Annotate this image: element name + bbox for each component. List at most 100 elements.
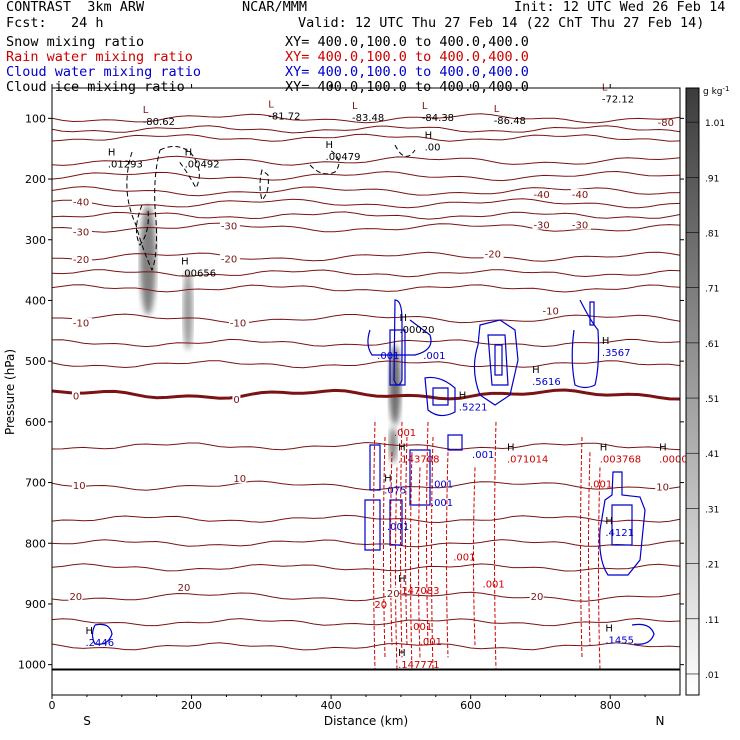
field-xy-cloud-water: XY= 400.0,100.0 to 400.0,400.0 bbox=[285, 64, 529, 80]
cloud-water-contour-5 bbox=[494, 344, 503, 376]
rain-contour-14 bbox=[588, 452, 591, 646]
rain-contour-11 bbox=[473, 467, 476, 646]
cloud-water-contour-15 bbox=[599, 471, 646, 576]
cloud-ice-max-marker-0: H bbox=[399, 313, 407, 324]
rain-max-value-11: .147771 bbox=[398, 660, 439, 671]
cloud-water-contour-0 bbox=[389, 329, 406, 386]
rain-contour-0 bbox=[373, 421, 376, 670]
temperature-label-4: -30 bbox=[221, 222, 237, 233]
cloud-water-max-marker-3: H bbox=[602, 336, 610, 347]
y-tick-label-3: 400 bbox=[25, 294, 46, 307]
forecast-hour: Fcst: 24 h bbox=[6, 15, 104, 31]
rain-max-value-5: .001 bbox=[590, 480, 612, 491]
temperature-label-16: 10 bbox=[233, 474, 246, 485]
cloud-water-contour-10 bbox=[369, 444, 381, 491]
colorbar: g kg-1 .01 .11 .21 .31 .41 .51 .61 .71 .81 .91 1.0… bbox=[685, 85, 729, 696]
colorbar-unit: g kg-1 bbox=[703, 85, 729, 97]
temperature-label-18: 20 bbox=[69, 592, 82, 603]
colorbar-gradient bbox=[685, 87, 700, 696]
temperature-label-bg-1 bbox=[532, 189, 553, 200]
y-tick-label-7: 800 bbox=[25, 537, 46, 550]
temperature-min-marker-0: L bbox=[143, 105, 149, 116]
snow-max-marker-0: H bbox=[108, 148, 116, 159]
colorbar-tick-label-3: .31 bbox=[705, 505, 719, 515]
rain-contours bbox=[373, 421, 601, 670]
temperature-label-bg-10 bbox=[71, 317, 92, 328]
snow-contours bbox=[126, 144, 416, 272]
temperature-contour--60 bbox=[51, 170, 681, 182]
rain-max-marker-11: H bbox=[398, 648, 406, 659]
snow-contour-4 bbox=[394, 144, 416, 157]
rain-max-value-7: .001 bbox=[483, 580, 505, 591]
cloud-water-contour-2 bbox=[367, 319, 432, 356]
temperature-label-5: -30 bbox=[533, 220, 549, 231]
colorbar-tick-label-4: .41 bbox=[705, 450, 719, 460]
field-xy-rain: XY= 400.0,100.0 to 400.0,400.0 bbox=[285, 49, 529, 65]
cloud-water-contour-16 bbox=[611, 504, 633, 546]
y-axis-label: Pressure (hPa) bbox=[3, 349, 17, 435]
rain-contour-9 bbox=[431, 436, 434, 670]
y-tick-label-5: 600 bbox=[25, 416, 46, 429]
colorbar-tick-label-1: .11 bbox=[705, 616, 719, 626]
temperature-contour--40 bbox=[51, 198, 681, 209]
temperature-label-bg-21 bbox=[529, 590, 544, 601]
model-title: CONTRAST 3km ARW bbox=[6, 0, 145, 15]
rain-max-marker-1: H bbox=[398, 443, 406, 454]
temperature-label-10: -10 bbox=[73, 319, 89, 330]
temperature-label-12: -10 bbox=[543, 307, 559, 318]
rain-max-value-12: 20 bbox=[374, 600, 387, 611]
snow-contour-2 bbox=[259, 169, 269, 201]
cloud-water-max-value-8: .001 bbox=[431, 498, 453, 509]
temperature-label-bg-15 bbox=[71, 479, 86, 490]
temperature-extra-label: -80 bbox=[658, 118, 674, 129]
rain-contour-4 bbox=[400, 421, 403, 658]
temperature-contour--10 bbox=[52, 313, 681, 324]
temperature-label-14: 0 bbox=[233, 395, 239, 406]
field-name-rain: Rain water mixing ratio bbox=[6, 49, 193, 65]
temperature-label-bg-7 bbox=[71, 253, 92, 264]
cloud-water-contour-9 bbox=[589, 301, 595, 326]
cloud-water-max-value-2: .5616 bbox=[532, 377, 561, 388]
cloud-water-max-marker-6: H bbox=[384, 474, 392, 485]
cloud-water-contour-3 bbox=[473, 319, 519, 406]
temperature-contour--30 bbox=[51, 222, 681, 233]
colorbar-tick-label-6: .61 bbox=[705, 340, 719, 350]
colorbar-tick-label-10: 1.01 bbox=[705, 119, 725, 129]
temperature-label-13: 0 bbox=[73, 392, 79, 403]
temperature-label-3: -30 bbox=[73, 228, 89, 239]
temperature-min-marker-1: L bbox=[268, 99, 274, 110]
temperature-contours bbox=[51, 113, 681, 651]
rain-contour-13 bbox=[580, 436, 583, 658]
x-tick-label-0: 0 bbox=[49, 699, 56, 712]
snow-max-value-3: .00 bbox=[425, 143, 441, 154]
temperature-contour-0 bbox=[51, 388, 681, 401]
x-tick-label-1: 200 bbox=[181, 699, 202, 712]
rain-max-marker-4: H bbox=[659, 443, 667, 454]
cloud-water-max-value-11: .2446 bbox=[85, 638, 114, 649]
rain-max-value-2: .071014 bbox=[507, 455, 548, 466]
cloud-water-contour-6 bbox=[424, 376, 456, 417]
temperature-label-20: 20 bbox=[387, 589, 400, 600]
cloud-water-contour-12 bbox=[389, 499, 403, 546]
cloud-water-max-marker-10: H bbox=[605, 516, 613, 527]
field-xy-cloud-ice: XY= 400.0,100.0 to 400.0,400.0 bbox=[285, 79, 529, 95]
y-tick-label-8: 900 bbox=[25, 598, 46, 611]
temperature-label-bg-0 bbox=[71, 196, 92, 207]
snow-max-marker-3: H bbox=[425, 131, 433, 142]
snow-max-value-2: .00479 bbox=[326, 152, 361, 163]
temperature-label-bg-6 bbox=[570, 219, 591, 230]
rain-max-marker-2: H bbox=[507, 443, 515, 454]
temperature-label-8: -20 bbox=[221, 254, 237, 265]
temperature-label-bg-18 bbox=[68, 590, 83, 601]
temperature-label-bg-2 bbox=[570, 189, 591, 200]
cloud-ice-max-value-1: .00656 bbox=[181, 268, 216, 279]
colorbar-tick-label-5: .51 bbox=[705, 395, 719, 405]
rain-contour-3 bbox=[395, 467, 398, 670]
cloud-water-max-value-10: .4121 bbox=[605, 528, 634, 539]
field-name-cloud-ice: Cloud ice mixing ratio bbox=[6, 79, 185, 95]
temperature-min-value-1: -81.72 bbox=[268, 111, 300, 122]
temperature-label-bg-19 bbox=[176, 581, 191, 592]
temperature-min-value-3: -84.38 bbox=[422, 113, 454, 124]
temperature-contour-minor-2 bbox=[51, 211, 681, 220]
